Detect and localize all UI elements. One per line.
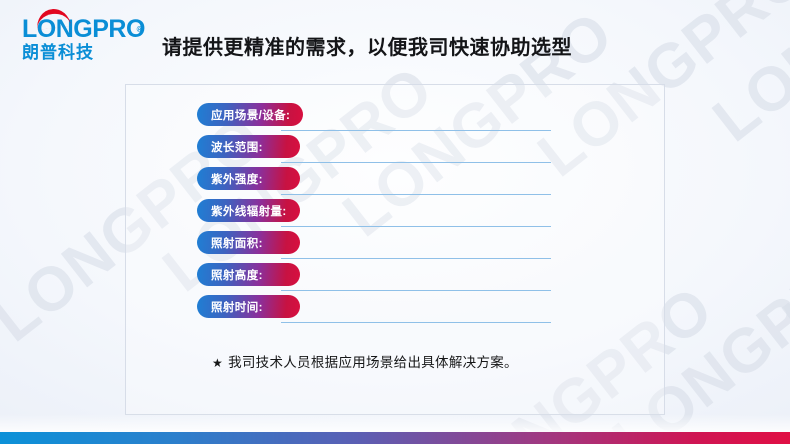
field-input-uv-dose[interactable] — [281, 226, 551, 227]
bottom-accent-bar — [0, 432, 790, 444]
bottom-bar-glow — [0, 414, 790, 432]
form-field-row: 照射高度: — [197, 263, 553, 295]
field-label-irradiation-area: 照射面积: — [197, 231, 300, 254]
form-field-row: 应用场景/设备: — [197, 103, 553, 135]
footnote: ★ 我司技术人员根据应用场景给出具体解决方案。 — [212, 351, 518, 371]
field-label-uv-intensity: 紫外强度: — [197, 167, 300, 190]
field-label-irradiation-time: 照射时间: — [197, 295, 300, 318]
form-field-row: 紫外线辐射量: — [197, 199, 553, 231]
field-input-application-scene[interactable] — [281, 130, 551, 131]
form-field-row: 波长范围: — [197, 135, 553, 167]
star-icon: ★ — [212, 356, 224, 370]
form-field-row: 照射面积: — [197, 231, 553, 263]
field-input-wavelength-range[interactable] — [281, 162, 551, 163]
company-logo: LONGPRO ® 朗普科技 — [22, 6, 145, 62]
field-input-irradiation-time[interactable] — [281, 322, 551, 323]
field-label-uv-dose: 紫外线辐射量: — [197, 199, 300, 222]
page-title: 请提供更精准的需求，以便我司快速协助选型 — [162, 37, 572, 59]
field-label-application-scene: 应用场景/设备: — [197, 103, 304, 126]
field-label-wavelength-range: 波长范围: — [197, 135, 300, 158]
logo-wordmark-text: LONGPRO — [22, 15, 145, 43]
field-label-irradiation-height: 照射高度: — [197, 263, 300, 286]
form-field-list: 应用场景/设备: 波长范围: 紫外强度: 紫外线辐射量: 照射面积: 照射高度:… — [197, 103, 553, 327]
form-field-row: 照射时间: — [197, 295, 553, 327]
form-field-row: 紫外强度: — [197, 167, 553, 199]
logo-chinese-name: 朗普科技 — [22, 43, 94, 62]
registered-trademark-icon: ® — [136, 25, 143, 34]
logo-wordmark: LONGPRO ® — [22, 6, 145, 42]
field-input-uv-intensity[interactable] — [281, 194, 551, 195]
watermark-text: LONGPRO — [700, 0, 790, 156]
field-input-irradiation-area[interactable] — [281, 258, 551, 259]
footnote-text: 我司技术人员根据应用场景给出具体解决方案。 — [228, 355, 518, 370]
watermark-text: LONGPRO — [770, 103, 790, 356]
field-input-irradiation-height[interactable] — [281, 290, 551, 291]
